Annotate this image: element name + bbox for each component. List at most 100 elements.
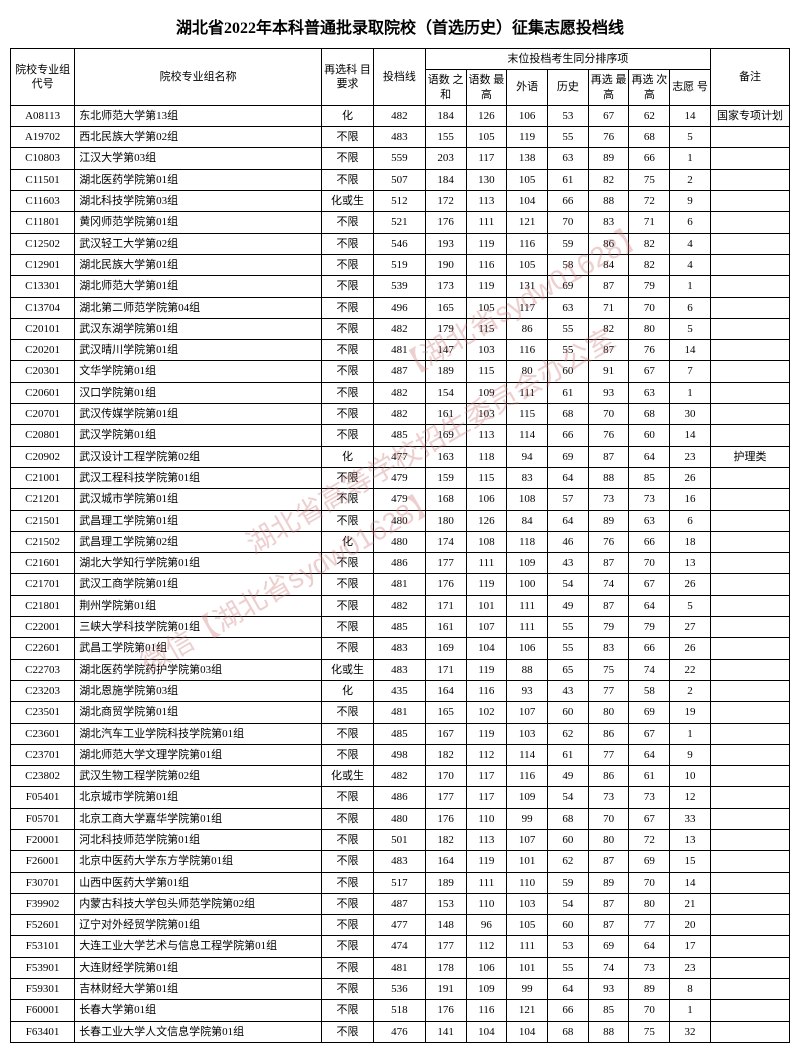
cell-req: 不限 — [322, 318, 374, 339]
cell-req: 不限 — [322, 1021, 374, 1042]
cell-g: 14 — [670, 872, 711, 893]
cell-req: 不限 — [322, 744, 374, 765]
cell-code: F05701 — [11, 808, 75, 829]
cell-c: 116 — [507, 233, 548, 254]
cell-score: 477 — [373, 446, 425, 467]
cell-req: 不限 — [322, 872, 374, 893]
cell-a: 161 — [425, 617, 466, 638]
cell-req: 不限 — [322, 297, 374, 318]
cell-score: 435 — [373, 680, 425, 701]
cell-remark — [710, 680, 789, 701]
cell-remark — [710, 212, 789, 233]
cell-f: 67 — [629, 808, 670, 829]
cell-a: 176 — [425, 808, 466, 829]
cell-code: C11501 — [11, 169, 75, 190]
cell-c: 121 — [507, 212, 548, 233]
cell-g: 1 — [670, 1000, 711, 1021]
cell-d: 49 — [547, 766, 588, 787]
cell-name: 北京中医药大学东方学院第01组 — [75, 851, 322, 872]
cell-f: 64 — [629, 936, 670, 957]
cell-d: 54 — [547, 893, 588, 914]
cell-f: 67 — [629, 574, 670, 595]
cell-b: 110 — [466, 808, 507, 829]
cell-a: 147 — [425, 340, 466, 361]
cell-score: 501 — [373, 829, 425, 850]
cell-e: 70 — [588, 404, 629, 425]
cell-g: 8 — [670, 979, 711, 1000]
cell-f: 70 — [629, 553, 670, 574]
table-row: C11801黄冈师范学院第01组不限5211761111217083716 — [11, 212, 790, 233]
cell-f: 82 — [629, 254, 670, 275]
cell-a: 159 — [425, 467, 466, 488]
cell-e: 87 — [588, 893, 629, 914]
cell-e: 89 — [588, 510, 629, 531]
cell-e: 76 — [588, 425, 629, 446]
cell-f: 70 — [629, 1000, 670, 1021]
cell-remark — [710, 148, 789, 169]
cell-c: 105 — [507, 169, 548, 190]
cell-g: 1 — [670, 276, 711, 297]
cell-f: 89 — [629, 979, 670, 1000]
cell-d: 68 — [547, 1021, 588, 1042]
cell-b: 117 — [466, 148, 507, 169]
cell-remark — [710, 510, 789, 531]
cell-code: C22001 — [11, 617, 75, 638]
cell-a: 170 — [425, 766, 466, 787]
cell-a: 161 — [425, 404, 466, 425]
cell-req: 不限 — [322, 829, 374, 850]
table-row: C21701武汉工商学院第01组不限48117611910054746726 — [11, 574, 790, 595]
cell-c: 101 — [507, 851, 548, 872]
cell-req: 不限 — [322, 723, 374, 744]
cell-code: C13301 — [11, 276, 75, 297]
cell-score: 559 — [373, 148, 425, 169]
cell-c: 138 — [507, 148, 548, 169]
cell-a: 182 — [425, 744, 466, 765]
cell-score: 486 — [373, 787, 425, 808]
cell-c: 111 — [507, 382, 548, 403]
cell-remark — [710, 361, 789, 382]
table-row: F05701北京工商大学嘉华学院第01组不限480176110996870673… — [11, 808, 790, 829]
cell-score: 536 — [373, 979, 425, 1000]
cell-g: 4 — [670, 254, 711, 275]
cell-score: 485 — [373, 617, 425, 638]
cell-g: 22 — [670, 659, 711, 680]
cell-a: 184 — [425, 105, 466, 126]
cell-remark — [710, 659, 789, 680]
cell-c: 80 — [507, 361, 548, 382]
cell-e: 89 — [588, 148, 629, 169]
cell-d: 62 — [547, 851, 588, 872]
cell-c: 99 — [507, 979, 548, 1000]
cell-req: 不限 — [322, 467, 374, 488]
cell-f: 70 — [629, 872, 670, 893]
table-row: C21001武汉工程科技学院第01组不限4791591158364888526 — [11, 467, 790, 488]
cell-name: 河北科技师范学院第01组 — [75, 829, 322, 850]
cell-f: 79 — [629, 617, 670, 638]
cell-code: C23701 — [11, 744, 75, 765]
cell-name: 江汉大学第03组 — [75, 148, 322, 169]
cell-name: 北京城市学院第01组 — [75, 787, 322, 808]
cell-name: 武汉晴川学院第01组 — [75, 340, 322, 361]
col-re-high: 再选 最高 — [588, 70, 629, 106]
table-row: C20201武汉晴川学院第01组不限48114710311655877614 — [11, 340, 790, 361]
cell-c: 104 — [507, 191, 548, 212]
cell-code: C21701 — [11, 574, 75, 595]
cell-d: 63 — [547, 297, 588, 318]
cell-d: 55 — [547, 127, 588, 148]
table-row: C23701湖北师范大学文理学院第01组不限498182112114617764… — [11, 744, 790, 765]
cell-name: 荆州学院第01组 — [75, 595, 322, 616]
cell-e: 88 — [588, 467, 629, 488]
cell-remark — [710, 574, 789, 595]
cell-e: 83 — [588, 212, 629, 233]
cell-b: 103 — [466, 340, 507, 361]
cell-g: 20 — [670, 915, 711, 936]
cell-g: 15 — [670, 851, 711, 872]
cell-code: C20801 — [11, 425, 75, 446]
cell-d: 43 — [547, 553, 588, 574]
table-row: F26001北京中医药大学东方学院第01组不限48316411910162876… — [11, 851, 790, 872]
cell-g: 1 — [670, 723, 711, 744]
cell-f: 72 — [629, 829, 670, 850]
col-subject-req: 再选科 目要求 — [322, 49, 374, 106]
cell-remark — [710, 744, 789, 765]
cell-name: 东北师范大学第13组 — [75, 105, 322, 126]
cell-c: 88 — [507, 659, 548, 680]
